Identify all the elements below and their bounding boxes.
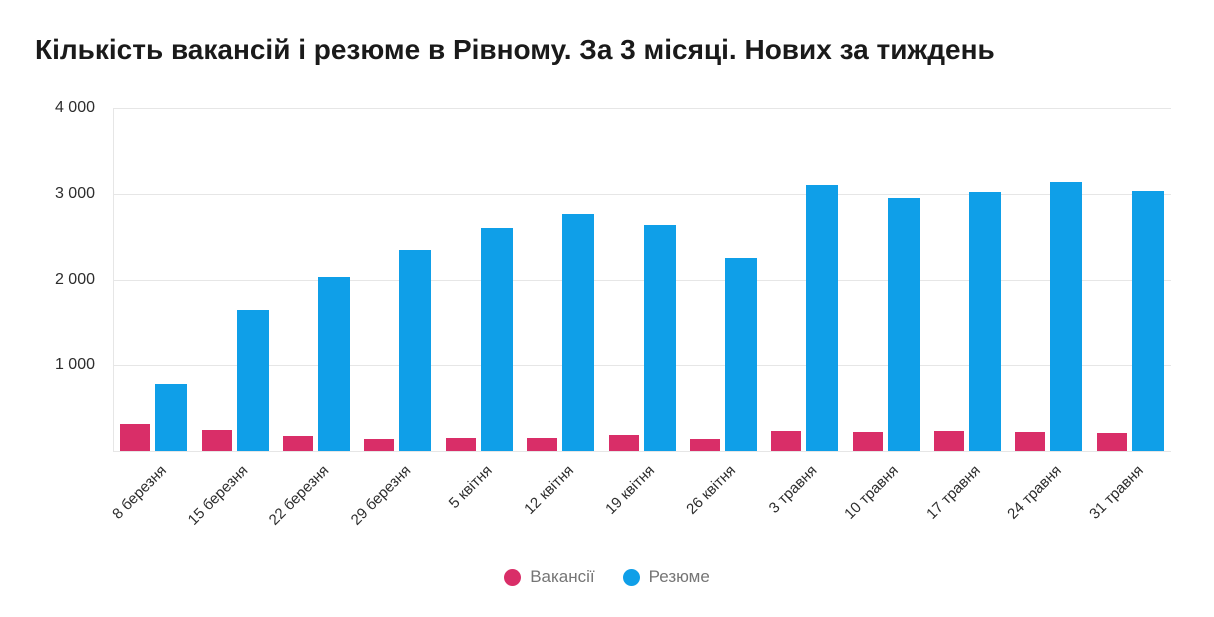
bar-resumes[interactable] (887, 197, 920, 451)
x-tick-label: 17 травня (922, 462, 984, 523)
y-tick-label: 3 000 (54, 184, 95, 202)
gridline-1000 (113, 365, 1171, 367)
bar-resumes[interactable] (969, 192, 1002, 451)
y-tick-label: 1 000 (54, 356, 95, 374)
gridline-2000 (113, 279, 1171, 281)
x-tick-label: 24 травня (1004, 462, 1065, 523)
legend-label: Вакансії (530, 567, 595, 586)
gridline-4000 (113, 108, 1171, 109)
bar-vacancies[interactable] (282, 436, 313, 451)
bar-resumes[interactable] (806, 185, 839, 451)
bar-vacancies[interactable] (771, 431, 802, 451)
x-tick-label: 3 травня (766, 462, 821, 517)
resumes-dot-icon (622, 568, 640, 586)
chart-legend: Вакансії Резюме (0, 563, 1214, 591)
x-tick-label: 29 березня (347, 462, 414, 529)
bar-vacancies[interactable] (852, 432, 883, 451)
x-tick-label: 22 березня (265, 462, 333, 529)
bar-vacancies[interactable] (120, 423, 151, 451)
bar-vacancies[interactable] (689, 438, 720, 451)
bar-vacancies[interactable] (608, 434, 639, 451)
x-tick-label: 10 травня (841, 462, 903, 523)
bar-resumes[interactable] (317, 276, 350, 451)
legend-item-vacancies: Вакансії (504, 567, 595, 587)
bar-vacancies[interactable] (201, 429, 232, 451)
bar-vacancies[interactable] (364, 438, 395, 451)
x-tick-label: 19 квітня (602, 462, 659, 518)
bar-resumes[interactable] (480, 228, 513, 451)
bar-vacancies[interactable] (934, 431, 965, 451)
x-tick-label: 8 березня (108, 462, 170, 523)
bar-resumes[interactable] (1131, 191, 1164, 451)
y-tick-label: 2 000 (54, 270, 95, 288)
bar-resumes[interactable] (643, 224, 676, 451)
legend-label: Резюме (648, 567, 710, 586)
bar-resumes[interactable] (1050, 182, 1083, 451)
bar-vacancies[interactable] (445, 437, 476, 451)
chart-title: Кількість вакансій і резюме в Рівному. З… (35, 34, 995, 65)
bar-vacancies[interactable] (527, 438, 558, 451)
x-tick-label: 12 квітня (520, 462, 577, 518)
gridline-0 (113, 451, 1171, 452)
x-tick-label: 15 березня (184, 462, 252, 529)
bar-resumes[interactable] (399, 250, 432, 451)
legend-item-resumes: Резюме (622, 567, 710, 587)
y-tick-label: 4 000 (54, 99, 95, 116)
bar-resumes[interactable] (724, 258, 757, 451)
x-tick-label: 31 травня (1085, 462, 1147, 523)
vacancies-dot-icon (504, 568, 522, 586)
bar-vacancies[interactable] (1015, 432, 1046, 451)
bar-resumes[interactable] (236, 310, 269, 451)
bar-vacancies[interactable] (1096, 432, 1127, 451)
x-tick-label: 26 квітня (683, 462, 740, 518)
bar-resumes[interactable] (155, 383, 188, 451)
y-axis-line (113, 108, 114, 451)
x-tick-label: 5 квітня (445, 462, 496, 512)
bar-resumes[interactable] (562, 213, 595, 451)
gridline-3000 (113, 193, 1171, 195)
